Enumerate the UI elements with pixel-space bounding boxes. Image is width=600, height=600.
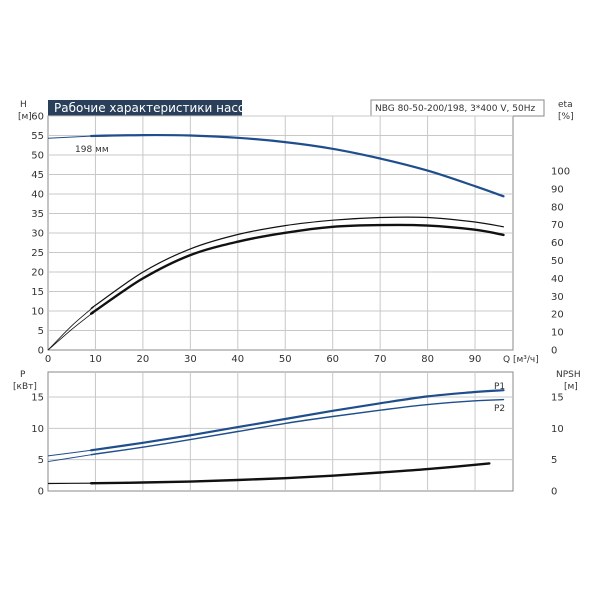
head-tick-label: 40 <box>31 190 44 201</box>
power-tick-label: 10 <box>31 424 44 435</box>
head-axis-unit: [м] <box>18 112 32 122</box>
eta-curve-upper <box>90 216 505 310</box>
curve-layer <box>47 133 505 485</box>
head-tick-label: 55 <box>31 131 44 142</box>
x-tick-label: 90 <box>469 354 482 365</box>
head-tick-label: 5 <box>38 326 44 337</box>
x-tick-label: 30 <box>184 354 197 365</box>
eta-curve-lower-thin <box>47 312 94 351</box>
p1-curve-label: P1 <box>494 382 505 392</box>
eta-axis-unit: [%] <box>558 112 574 122</box>
eta-tick-label: 70 <box>551 220 564 231</box>
x-tick-label: 60 <box>326 354 339 365</box>
eta-curve-upper-thin <box>47 306 94 351</box>
eta-curve-lower <box>89 223 505 315</box>
x-tick-label: 50 <box>279 354 292 365</box>
head-tick-label: 45 <box>31 170 44 181</box>
head-axis-label: H <box>20 100 27 110</box>
head-tick-label: 50 <box>31 151 44 162</box>
x-tick-label: 20 <box>137 354 150 365</box>
x-tick-label: 0 <box>45 354 51 365</box>
npsh-curve <box>89 462 491 485</box>
head-tick-label: 60 <box>31 112 44 123</box>
eta-axis-label: eta <box>558 100 573 110</box>
head-tick-label: 10 <box>31 307 44 318</box>
head-tick-label: 20 <box>31 268 44 279</box>
npsh-tick-label: 5 <box>551 455 557 466</box>
head-tick-label: 30 <box>31 229 44 240</box>
npsh-tick-label: 15 <box>551 393 564 404</box>
x-tick-label: 70 <box>374 354 387 365</box>
flow-axis-label: Q [м³/ч] <box>503 355 539 365</box>
eta-tick-label: 100 <box>551 167 570 178</box>
tick-layer: 0 10 20 30 40 50 60 70 80 90051015202530354045505… <box>31 112 570 498</box>
power-tick-label: 0 <box>38 487 44 498</box>
npsh-tick-label: 10 <box>551 424 564 435</box>
grid-layer <box>48 115 513 491</box>
head-curve <box>90 133 505 198</box>
power-axis-label: P <box>20 370 26 380</box>
p2-curve <box>90 398 505 456</box>
bottom-plot-area <box>47 371 514 492</box>
npsh-axis-unit: [м] <box>564 382 578 392</box>
power-axis-unit: [кВт] <box>13 382 37 392</box>
power-tick-label: 15 <box>31 393 44 404</box>
head-tick-label: 35 <box>31 209 44 220</box>
eta-tick-label: 30 <box>551 292 564 303</box>
chart-title: Рабочие характеристики насоса <box>54 101 259 115</box>
p1-curve-thin <box>47 449 94 457</box>
x-tick-label: 10 <box>89 354 102 365</box>
x-tick-label: 40 <box>231 354 244 365</box>
head-tick-label: 25 <box>31 248 44 259</box>
npsh-axis-label: NPSH <box>556 370 581 380</box>
chart-title-background <box>48 100 242 116</box>
eta-tick-label: 80 <box>551 202 564 213</box>
head-tick-label: 0 <box>38 346 44 357</box>
x-tick-label: 80 <box>421 354 434 365</box>
eta-tick-label: 50 <box>551 256 564 267</box>
npsh-tick-label: 0 <box>551 487 557 498</box>
eta-tick-label: 40 <box>551 274 564 285</box>
eta-tick-label: 0 <box>551 346 557 357</box>
eta-tick-label: 90 <box>551 184 564 195</box>
p2-curve-label: P2 <box>494 404 505 414</box>
eta-tick-label: 10 <box>551 328 564 339</box>
impeller-diameter-label: 198 мм <box>75 145 109 155</box>
eta-tick-label: 60 <box>551 238 564 249</box>
head-curve-thin <box>47 135 94 139</box>
eta-tick-label: 20 <box>551 310 564 321</box>
p1-curve <box>90 389 505 452</box>
head-tick-label: 15 <box>31 287 44 298</box>
power-tick-label: 5 <box>38 455 44 466</box>
model-label: NBG 80-50-200/198, 3*400 V, 50Hz <box>375 104 535 114</box>
